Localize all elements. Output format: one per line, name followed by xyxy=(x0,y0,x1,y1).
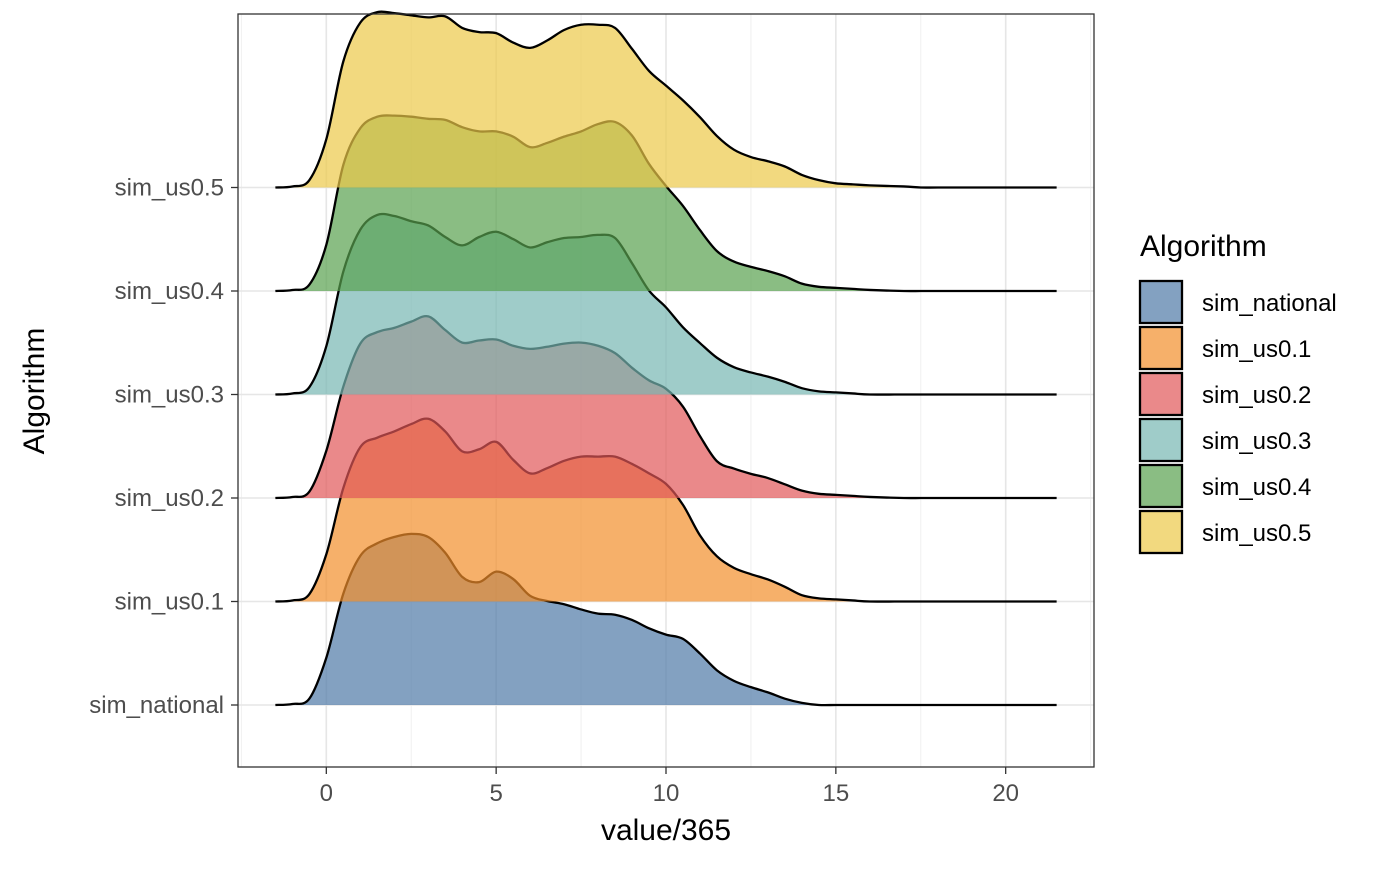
x-tick-label: 5 xyxy=(489,780,502,807)
y-tick-label: sim_us0.5 xyxy=(115,175,224,202)
ridge-area xyxy=(275,533,1057,706)
legend-item: sim_us0.1 xyxy=(1138,325,1311,371)
ridge-line xyxy=(275,10,1057,189)
legend-item: sim_us0.2 xyxy=(1138,371,1311,417)
legend-key xyxy=(1138,371,1184,417)
x-axis-title: value/365 xyxy=(601,814,731,847)
ridge-sim_us0.5 xyxy=(275,10,1057,189)
legend-item: sim_us0.3 xyxy=(1138,417,1311,463)
ridge-area xyxy=(275,11,1057,188)
plot-panel xyxy=(237,10,1095,768)
legend-label: sim_national xyxy=(1202,290,1337,317)
legend-label: sim_us0.1 xyxy=(1202,336,1311,363)
legend: Algorithm sim_national sim_us0.1 sim_us0.2… xyxy=(1138,230,1337,555)
legend-item: sim_us0.5 xyxy=(1138,509,1311,555)
legend-title: Algorithm xyxy=(1140,230,1267,263)
legend-key xyxy=(1138,325,1184,371)
y-axis-title: Algorithm xyxy=(18,328,51,455)
x-axis: 0 5 10 15 20 xyxy=(320,767,1019,807)
legend-key xyxy=(1138,509,1184,555)
x-tick-label: 0 xyxy=(320,780,333,807)
legend-label: sim_us0.5 xyxy=(1202,520,1311,547)
legend-item: sim_national xyxy=(1138,279,1337,325)
x-tick-label: 15 xyxy=(822,780,849,807)
y-axis: sim_national sim_us0.1 sim_us0.2 sim_us0.3 s… xyxy=(89,175,238,719)
y-tick-label: sim_us0.3 xyxy=(115,382,224,409)
y-tick-label: sim_us0.1 xyxy=(115,589,224,616)
legend-item: sim_us0.4 xyxy=(1138,463,1311,509)
legend-key xyxy=(1138,417,1184,463)
legend-label: sim_us0.3 xyxy=(1202,428,1311,455)
y-tick-label: sim_us0.2 xyxy=(115,485,224,512)
x-tick-label: 20 xyxy=(992,780,1019,807)
legend-key xyxy=(1138,463,1184,509)
legend-key xyxy=(1138,279,1184,325)
x-tick-label: 10 xyxy=(653,780,680,807)
y-tick-label: sim_national xyxy=(89,692,224,719)
legend-label: sim_us0.2 xyxy=(1202,382,1311,409)
y-tick-label: sim_us0.4 xyxy=(115,278,224,305)
legend-label: sim_us0.4 xyxy=(1202,474,1311,501)
